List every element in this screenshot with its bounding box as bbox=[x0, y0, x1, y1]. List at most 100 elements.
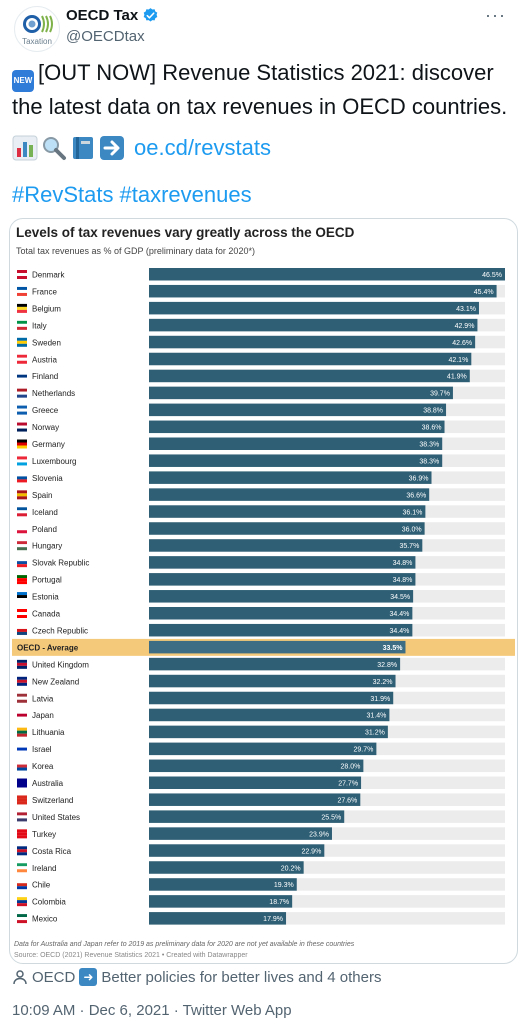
category-label: Costa Rica bbox=[32, 847, 72, 856]
value-label: 46.5% bbox=[482, 272, 502, 279]
flag-stripe bbox=[17, 903, 27, 907]
category-label: Japan bbox=[32, 711, 54, 720]
flag-stripe bbox=[17, 541, 27, 545]
flag-stripe bbox=[17, 326, 27, 330]
flag-stripe bbox=[17, 595, 27, 599]
flag-stripe bbox=[17, 812, 27, 816]
value-label: 17.9% bbox=[263, 916, 283, 923]
flag-stripe bbox=[17, 459, 27, 463]
chart-source: Source: OECD (2021) Revenue Statistics 2… bbox=[14, 952, 248, 959]
value-label: 34.8% bbox=[393, 577, 413, 584]
flag-stripe bbox=[17, 544, 27, 548]
flag-stripe bbox=[17, 289, 27, 293]
bar-10 bbox=[149, 437, 443, 450]
value-label: 32.2% bbox=[373, 679, 393, 686]
bar-25 bbox=[149, 691, 394, 705]
flag-stripe bbox=[17, 662, 27, 666]
flag-stripe bbox=[17, 767, 27, 771]
bar-8 bbox=[149, 403, 447, 417]
bar-28 bbox=[149, 742, 377, 756]
flag-stripe bbox=[17, 462, 27, 466]
value-label: 28.0% bbox=[341, 764, 361, 771]
value-label: 27.6% bbox=[337, 797, 357, 804]
flag-stripe bbox=[17, 343, 27, 347]
flag-stripe bbox=[17, 750, 27, 754]
value-label: 18.7% bbox=[269, 899, 289, 906]
flag-stripe bbox=[17, 612, 27, 615]
bar-3 bbox=[149, 318, 478, 332]
more-options-icon[interactable]: ··· bbox=[485, 5, 506, 25]
bar-19 bbox=[149, 590, 414, 603]
flag-stripe bbox=[17, 323, 27, 327]
handle[interactable]: @OECDtax bbox=[66, 28, 145, 45]
flag-stripe bbox=[17, 631, 27, 635]
tweet-timestamp[interactable]: 10:09 AM · Dec 6, 2021 · Twitter Web App bbox=[12, 1002, 292, 1019]
bar-22 bbox=[149, 640, 406, 654]
bar-chart: Denmark 46.5% France 45.4% Belgium 43.1% Italy… bbox=[12, 268, 515, 925]
flag-stripe bbox=[17, 476, 27, 480]
flag-stripe bbox=[17, 665, 27, 669]
hashtags: #RevStats #taxrevenues bbox=[12, 182, 258, 208]
hashtag-taxrevenues[interactable]: #taxrevenues bbox=[119, 182, 252, 207]
category-label: Netherlands bbox=[32, 389, 75, 398]
value-label: 38.6% bbox=[422, 425, 442, 432]
flag-stripe bbox=[17, 558, 27, 562]
bar-5 bbox=[149, 352, 472, 366]
flag-stripe bbox=[17, 425, 27, 429]
value-label: 36.0% bbox=[402, 526, 422, 533]
category-label: Portugal bbox=[32, 576, 62, 585]
category-label: Greece bbox=[32, 406, 59, 415]
emoji-link-row: oe.cd/revstats bbox=[12, 133, 271, 163]
mention-oecd: OECD bbox=[32, 968, 76, 986]
tagged-accounts[interactable]: OECD ➜ Better policies for better lives … bbox=[12, 968, 382, 986]
flag-stripe bbox=[17, 561, 27, 565]
flag-stripe bbox=[17, 575, 27, 579]
flag-stripe bbox=[17, 920, 27, 924]
flag-stripe bbox=[17, 866, 27, 870]
flag-stripe bbox=[17, 306, 27, 310]
value-label: 36.9% bbox=[409, 475, 429, 482]
category-label: Finland bbox=[32, 372, 58, 381]
flag-stripe bbox=[17, 286, 27, 290]
bar-35 bbox=[149, 861, 304, 874]
flag-stripe bbox=[17, 801, 27, 805]
person-icon bbox=[13, 970, 27, 985]
flag-stripe bbox=[17, 869, 27, 873]
value-label: 19.3% bbox=[274, 882, 294, 889]
flag-stripe bbox=[17, 914, 27, 918]
flag-stripe bbox=[17, 374, 27, 378]
flag-stripe bbox=[17, 818, 27, 822]
flag-stripe bbox=[17, 883, 27, 887]
flag-stripe bbox=[17, 394, 27, 398]
flag-stripe bbox=[17, 445, 27, 449]
flag-stripe bbox=[17, 456, 27, 460]
flag-stripe bbox=[17, 357, 27, 361]
flag-stripe bbox=[17, 408, 27, 412]
hashtag-revstats[interactable]: #RevStats bbox=[12, 182, 114, 207]
flag-stripe bbox=[17, 442, 27, 446]
flag-stripe bbox=[17, 507, 27, 511]
value-label: 23.9% bbox=[309, 831, 329, 838]
chart-image-card[interactable]: Levels of tax revenues vary greatly acro… bbox=[9, 218, 518, 964]
display-name[interactable]: OECD Tax bbox=[66, 7, 139, 24]
category-label: Mexico bbox=[32, 915, 58, 924]
category-label: United Kingdom bbox=[32, 660, 89, 669]
flag-stripe bbox=[17, 744, 27, 748]
flag-stripe bbox=[17, 778, 27, 782]
chart-note: Data for Australia and Japan refer to 20… bbox=[14, 941, 355, 948]
flag-stripe bbox=[17, 473, 27, 477]
flag-stripe bbox=[17, 547, 27, 551]
flag-stripe bbox=[17, 832, 27, 836]
oecd-logo-icon bbox=[23, 15, 53, 33]
value-label: 41.9% bbox=[447, 374, 467, 381]
flag-stripe bbox=[17, 795, 27, 799]
flag-stripe bbox=[17, 625, 27, 629]
value-label: 34.5% bbox=[390, 594, 410, 601]
flag-stripe bbox=[17, 852, 27, 856]
bar-14 bbox=[149, 505, 426, 518]
flag-stripe bbox=[17, 422, 27, 426]
flag-stripe bbox=[17, 699, 27, 703]
flag-stripe bbox=[17, 354, 27, 358]
avatar[interactable]: Taxation bbox=[14, 6, 60, 52]
revstats-link[interactable]: oe.cd/revstats bbox=[134, 135, 271, 160]
